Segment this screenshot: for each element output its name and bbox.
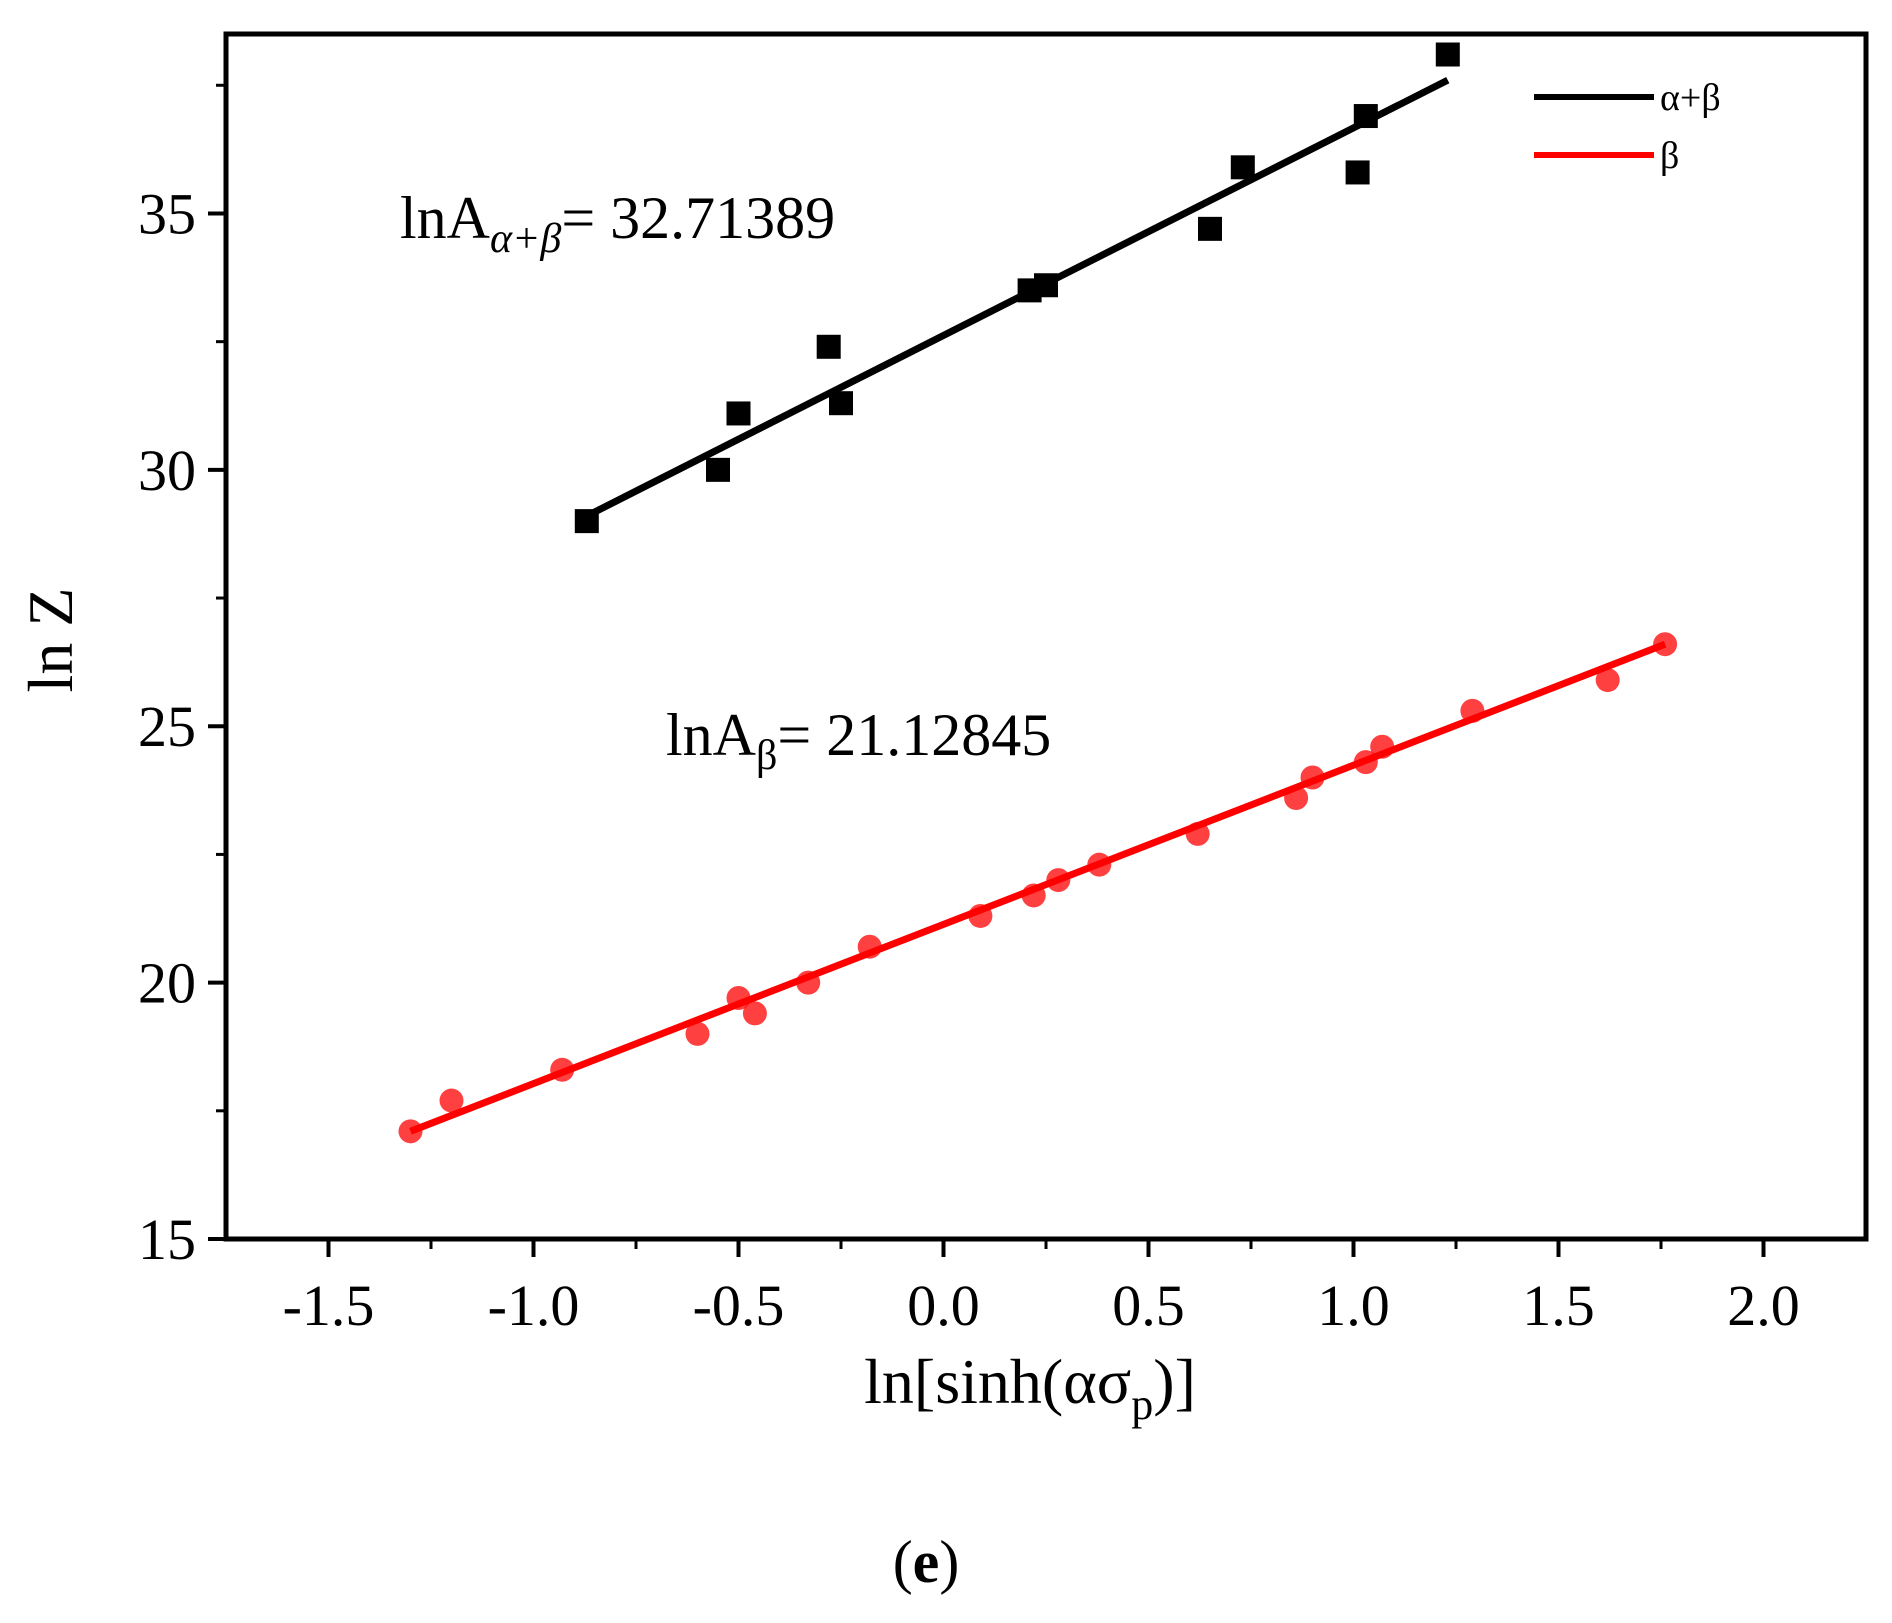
annotation-beta-sub: β [756, 733, 777, 779]
x-tick-label: 2.0 [1727, 1273, 1800, 1338]
data-point-beta [742, 1001, 767, 1026]
annotation-beta: lnAβ= 21.12845 [666, 702, 1051, 779]
annotation-alpha-beta-value: = 32.71389 [561, 185, 835, 251]
annotation-alpha-beta: lnAα+β= 32.71389 [400, 185, 835, 262]
x-axis-title-close: )] [1153, 1346, 1196, 1417]
data-point-alpha-beta [1345, 160, 1370, 185]
data-point-alpha-beta [1198, 216, 1222, 241]
y-axis-ticks: 15 20 25 30 35 [138, 83, 226, 1272]
x-tick-label: -0.5 [693, 1273, 785, 1338]
fit-line-beta [409, 640, 1667, 1135]
x-tick-label: 0.5 [1112, 1273, 1185, 1338]
data-point-beta [439, 1088, 464, 1113]
series-alpha-beta [574, 42, 1460, 534]
x-axis-title: ln[sinh(ασp)] [864, 1346, 1196, 1429]
data-point-alpha-beta [706, 457, 730, 482]
legend-label-beta: β [1660, 135, 1679, 177]
caption-close: ) [939, 1529, 959, 1595]
data-point-alpha-beta [726, 401, 751, 426]
x-tick-label: 1.5 [1522, 1273, 1595, 1338]
x-axis-title-main: ln[sinh(ασ [864, 1346, 1131, 1417]
series-beta [398, 632, 1678, 1144]
annotation-beta-value: = 21.12845 [777, 702, 1051, 768]
legend: α+β β [1534, 77, 1721, 177]
y-tick-label: 15 [138, 1207, 196, 1272]
data-point-alpha-beta [816, 334, 841, 359]
y-tick-label: 35 [138, 181, 196, 246]
y-tick-label: 30 [138, 438, 196, 503]
data-point-beta [1595, 668, 1620, 693]
data-point-alpha-beta [1230, 155, 1255, 180]
annotation-alpha-beta-sub: α+β [490, 216, 561, 262]
annotation-alpha-beta-prefix: lnA [400, 185, 490, 251]
figure-caption: (e) [893, 1529, 960, 1595]
data-point-alpha-beta [1435, 42, 1460, 67]
data-point-beta [685, 1021, 710, 1046]
x-axis-title-sub: p [1131, 1380, 1153, 1429]
x-tick-label: -1.5 [283, 1273, 375, 1338]
caption-open: ( [893, 1529, 913, 1595]
y-tick-label: 20 [138, 951, 196, 1016]
y-tick-label: 25 [138, 694, 196, 759]
x-axis-ticks: -1.5 -1.0 -0.5 0.0 0.5 1.0 1.5 2.0 [283, 1239, 1800, 1338]
y-axis-title: ln Z [15, 588, 86, 693]
series-layer [398, 42, 1678, 1144]
x-tick-label: -1.0 [488, 1273, 580, 1338]
annotation-beta-prefix: lnA [666, 702, 756, 768]
x-tick-label: 1.0 [1317, 1273, 1390, 1338]
caption-letter: e [913, 1529, 940, 1595]
x-tick-label: 0.0 [907, 1273, 980, 1338]
fit-line-alpha-beta [585, 77, 1450, 520]
legend-label-alpha-beta: α+β [1660, 77, 1721, 119]
